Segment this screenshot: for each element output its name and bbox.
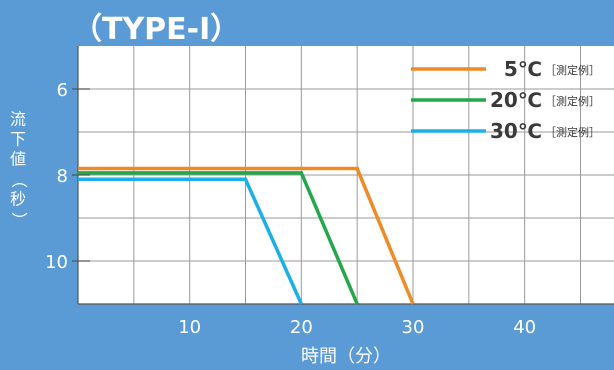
chart-title: （TYPE-Ⅰ） [72, 12, 241, 47]
y-axis-label-char: （ [10, 172, 29, 188]
x-tick-label: 30 [402, 317, 425, 338]
y-tick-label: 8 [57, 166, 68, 187]
y-axis-label-char: 秒 [10, 190, 26, 209]
grid-lines [78, 46, 614, 304]
series-line [78, 171, 359, 305]
x-tick-label: 10 [178, 317, 201, 338]
y-axis-label-char: 下 [10, 130, 26, 149]
y-axis-label-char: 値 [10, 150, 26, 169]
x-tick-label: 20 [290, 317, 313, 338]
legend-series-note: ［測定例］ [545, 94, 600, 108]
legend-series-name: 5℃ [504, 57, 542, 81]
legend-series-note: ［測定例］ [545, 63, 600, 77]
y-axis-label-char: 流 [10, 110, 26, 129]
legend: 5℃ ［測定例］20℃ ［測定例］30℃ ［測定例］ [411, 57, 600, 143]
y-tick-label: 10 [45, 252, 68, 273]
y-tick-label: 6 [57, 80, 68, 101]
legend-series-note: ［測定例］ [545, 125, 600, 139]
legend-series-name: 20℃ [490, 88, 542, 112]
series-line [78, 166, 415, 305]
series-line [78, 177, 303, 305]
y-axis-label: 流下値 （ 秒 ） [10, 110, 29, 229]
x-tick-label: 40 [513, 317, 536, 338]
series-lines [78, 166, 415, 305]
y-axis-label-char: ） [10, 212, 29, 228]
y-tick-labels: 6 8 10 [45, 80, 90, 273]
legend-series-name: 30℃ [490, 119, 542, 143]
x-tick-labels: 10 20 30 40 [178, 317, 536, 338]
x-axis-label: 時間（分） [301, 346, 391, 367]
